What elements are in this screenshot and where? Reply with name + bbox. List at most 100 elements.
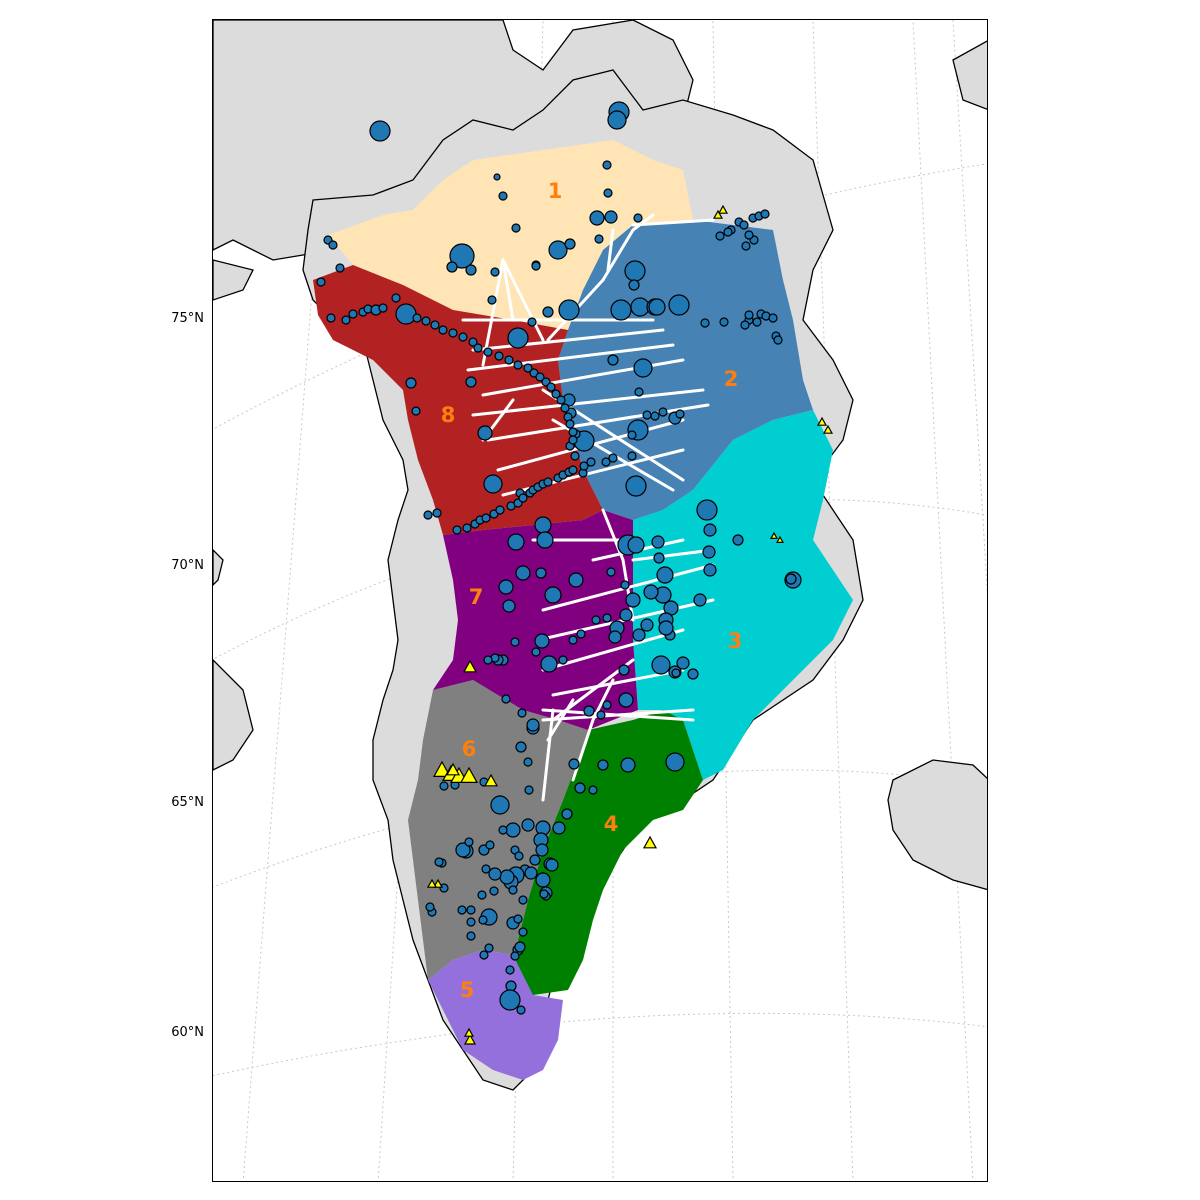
site-marker [568,435,578,445]
site-marker [477,425,493,441]
site-marker [630,297,650,317]
site-marker [535,872,551,888]
site-marker [676,656,690,670]
site-marker [531,647,541,657]
site-marker [412,313,422,323]
site-marker [434,857,444,867]
site-marker [570,451,580,461]
site-marker [702,545,716,559]
site-marker [542,306,554,318]
site-marker [739,220,749,230]
region-4-area [513,710,703,995]
site-marker [464,837,474,847]
site-marker [651,535,665,549]
site-marker [568,427,578,437]
site-marker [466,931,476,941]
region-label-4: 4 [604,812,619,836]
site-marker [378,303,388,313]
site-marker [606,567,616,577]
site-marker [502,599,516,613]
site-marker [531,261,541,271]
site-marker [489,886,499,896]
site-marker [602,160,612,170]
site-marker [732,534,744,546]
west-land-1 [213,549,224,586]
site-marker [634,387,644,397]
site-marker [485,840,495,850]
flight-line [571,718,595,782]
map-frame: 1 2 3 4 5 6 7 8 [212,19,988,1182]
site-marker [576,629,586,639]
site-marker [523,363,533,373]
site-marker [740,320,750,330]
site-marker [526,718,540,732]
site-marker [560,403,570,413]
site-marker [498,191,508,201]
triangle-marker [459,766,479,784]
site-marker [723,227,733,237]
site-marker [421,316,431,326]
iceland [887,759,987,891]
site-marker [546,382,556,392]
site-marker [583,705,595,717]
site-marker [483,655,493,665]
site-marker [568,758,580,770]
site-marker [446,261,458,273]
site-marker [499,869,515,885]
site-marker [513,360,523,370]
region-5-area [428,950,563,1080]
site-marker [488,867,502,881]
site-marker [466,917,476,927]
site-marker [603,188,613,198]
site-marker [607,110,627,130]
triangle-marker [445,762,461,776]
site-marker [625,592,641,608]
flight-line [621,558,635,622]
site-marker [642,410,652,420]
site-marker [624,260,646,282]
site-marker [648,298,666,316]
region-1-area [328,140,693,330]
flight-line [601,508,625,562]
region-8-area [313,265,603,535]
site-markers [316,101,802,1015]
flight-line [591,678,615,722]
site-marker [518,493,528,503]
site-marker [693,593,707,607]
site-marker [601,457,611,467]
triangle-marker [822,424,834,434]
site-marker [483,347,493,357]
site-marker [535,372,545,382]
triangle-marker [463,1033,477,1045]
site-marker [768,313,778,323]
site-marker [568,572,584,588]
site-marker [696,499,718,521]
site-marker [468,337,478,347]
site-marker [719,317,729,327]
site-marker [643,584,659,600]
site-marker [516,1005,526,1015]
site-marker [620,757,636,773]
site-marker [478,915,488,925]
latitude-label-65: 65°N [171,795,204,810]
site-marker [625,475,647,497]
site-marker [521,818,535,832]
site-marker [650,411,660,421]
nw-island [213,259,254,301]
site-marker [568,465,578,475]
site-marker [627,536,645,554]
site-marker [498,579,514,595]
site-marker [608,630,622,644]
site-marker [510,637,520,647]
site-marker [483,474,503,494]
site-marker [620,580,630,590]
site-marker [607,354,619,366]
triangle-marker [769,531,779,540]
site-marker [494,351,504,361]
site-marker [564,238,576,250]
site-marker [518,927,528,937]
site-marker [544,586,562,604]
site-marker [744,310,754,320]
site-marker [715,231,725,241]
site-marker [543,477,553,487]
